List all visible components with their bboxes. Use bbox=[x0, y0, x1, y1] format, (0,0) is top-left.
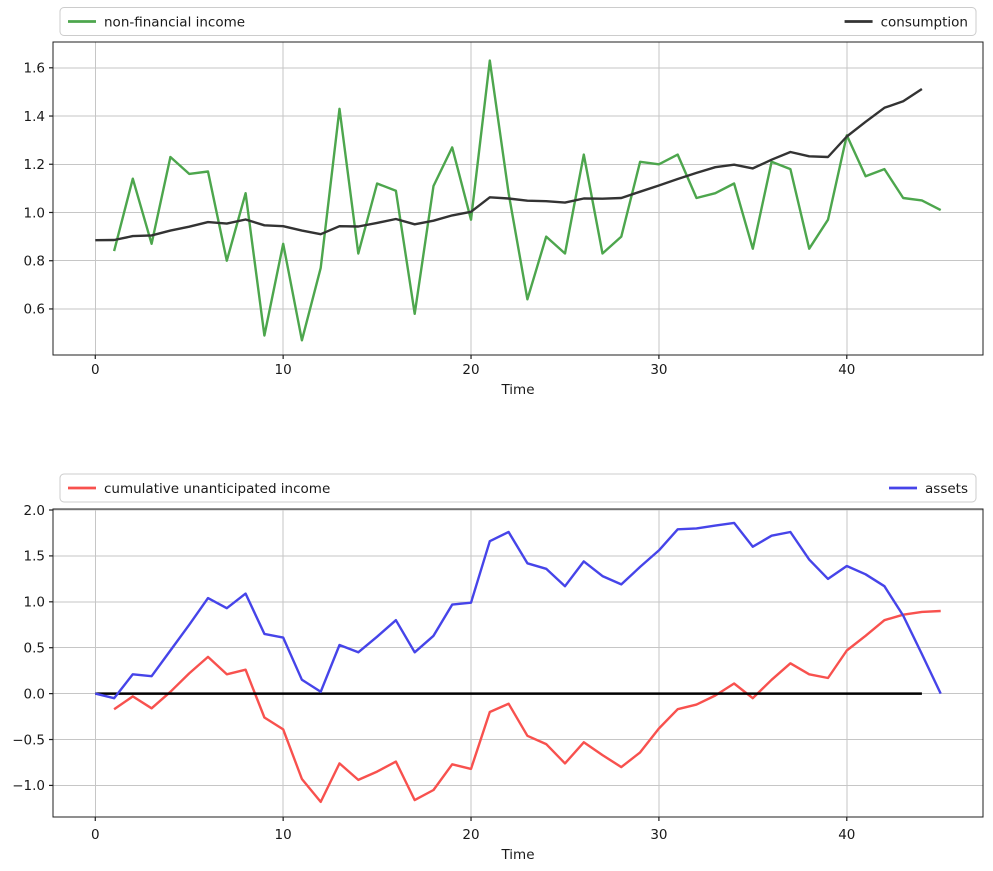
axes-frame bbox=[52, 41, 984, 356]
x-tick-label: 30 bbox=[650, 827, 667, 843]
y-tick-label: 1.0 bbox=[24, 595, 45, 611]
y-tick-label: 1.4 bbox=[24, 109, 45, 125]
legend-box bbox=[59, 473, 977, 503]
y-tick-label: 1.2 bbox=[24, 157, 45, 173]
unanticipated-income-assets-chart: 0 10 20 30 40 −1.0 −0.5 0.0 0.5 1.0 1.5 2.0 Time cumu… bbox=[12, 473, 984, 863]
consumption-line bbox=[95, 87, 923, 242]
x-tick-label: 0 bbox=[91, 827, 100, 843]
y-tick-label: 1.5 bbox=[24, 549, 45, 565]
x-tick-label: 20 bbox=[462, 827, 479, 843]
assets-line bbox=[95, 521, 942, 700]
y-tick-label: −1.0 bbox=[12, 778, 45, 794]
legend-label-non-financial-income: non-financial income bbox=[104, 14, 245, 30]
y-tick-label: 1.6 bbox=[24, 61, 45, 77]
non-financial-income-line bbox=[112, 59, 942, 342]
y-tick-label: 0.5 bbox=[24, 641, 45, 657]
legend-label-cumulative-unanticipated-income: cumulative unanticipated income bbox=[104, 481, 330, 497]
legend-box bbox=[59, 7, 977, 36]
cumulative-unanticipated-income-line bbox=[113, 609, 941, 804]
y-tick-label: 0.6 bbox=[24, 302, 45, 318]
x-tick-label: 0 bbox=[91, 362, 100, 378]
x-axis-label: Time bbox=[500, 382, 534, 398]
x-tick-label: 10 bbox=[275, 827, 292, 843]
x-tick-label: 40 bbox=[838, 362, 855, 378]
legend-label-consumption: consumption bbox=[881, 14, 968, 30]
y-tick-label: −0.5 bbox=[12, 732, 45, 748]
x-tick-label: 30 bbox=[650, 362, 667, 378]
y-tick-label: 1.0 bbox=[24, 205, 45, 221]
x-tick-label: 10 bbox=[275, 362, 292, 378]
axes-frame bbox=[52, 508, 984, 818]
y-tick-label: 0.8 bbox=[24, 254, 45, 270]
x-tick-label: 20 bbox=[462, 362, 479, 378]
y-tick-label: 0.0 bbox=[24, 686, 45, 702]
x-tick-label: 40 bbox=[838, 827, 855, 843]
legend-label-assets: assets bbox=[925, 481, 968, 497]
y-tick-label: 2.0 bbox=[24, 503, 45, 519]
x-axis-label: Time bbox=[500, 847, 534, 863]
income-consumption-chart: 0 10 20 30 40 0.6 0.8 1.0 1.2 1.4 1.6 Time non-finan… bbox=[24, 7, 984, 398]
